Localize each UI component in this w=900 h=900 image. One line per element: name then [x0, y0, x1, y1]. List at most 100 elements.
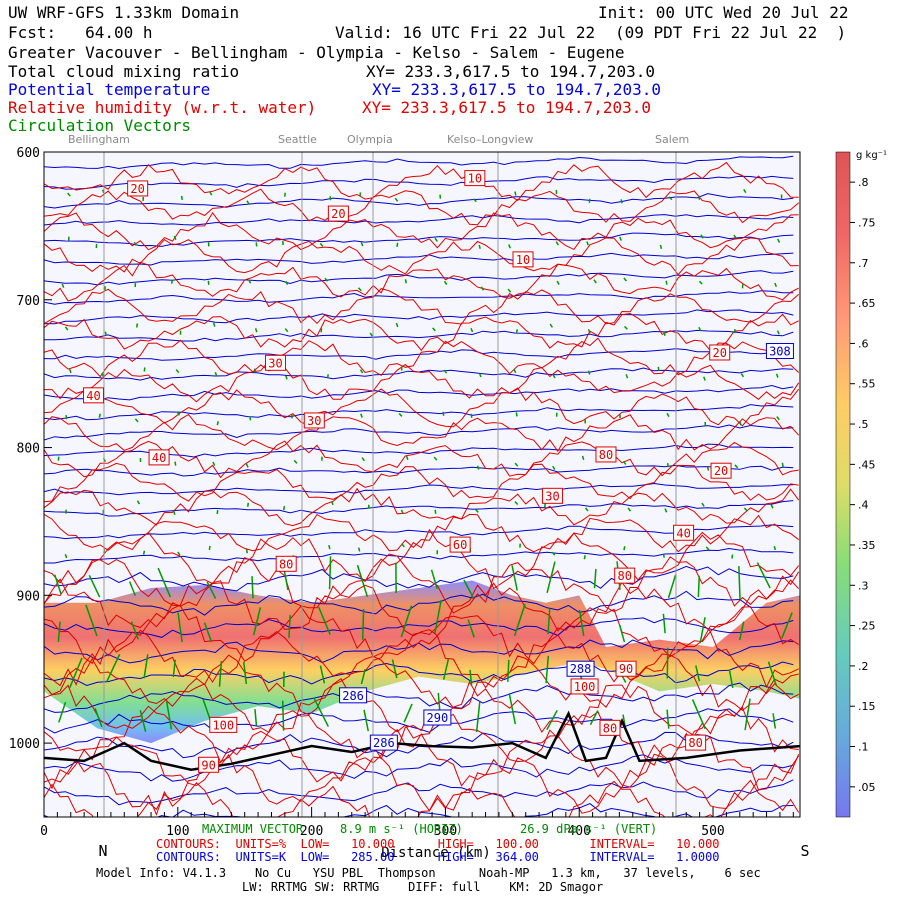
theta-contour-label: 308 [769, 345, 791, 359]
vector-arrow [514, 191, 517, 196]
theta-contour [44, 524, 794, 540]
field-cloud-label: Total cloud mixing ratio [8, 62, 240, 81]
vector-arrow [667, 574, 677, 599]
theta-contour [44, 754, 794, 782]
vector-arrow [556, 280, 560, 286]
rh-contour [44, 528, 800, 590]
vector-arrow [547, 608, 551, 635]
rh-contour-label-box [709, 344, 731, 361]
rh-contour-label: 60 [453, 538, 467, 552]
vector-arrow [515, 412, 518, 417]
vector-arrow [328, 556, 332, 590]
rh-contour-label-box [512, 251, 534, 268]
vector-arrow [551, 551, 556, 556]
header-valid-local: (09 PDT Fri 22 Jul 22 ) [615, 23, 847, 42]
x-tick-label: 0 [40, 824, 48, 839]
vector-arrow [770, 504, 774, 509]
colorbar-tick-label: .35 [858, 539, 876, 552]
vector-arrow [251, 576, 254, 599]
vector-arrow [622, 714, 627, 733]
vector-arrow [623, 546, 626, 551]
colorbar-tick-label: .1 [858, 741, 869, 754]
theta-contour [44, 252, 794, 266]
rh-contour-label-box [615, 660, 637, 677]
vector-arrow [142, 550, 146, 555]
vector-arrow [515, 329, 519, 334]
vector-arrow [666, 709, 670, 729]
rh-contour-label: 30 [307, 414, 321, 428]
y-tick-label: 900 [17, 589, 40, 604]
vector-arrow [470, 328, 474, 333]
rh-contour-label: 10 [468, 172, 482, 186]
rh-contour-label-box [595, 446, 617, 463]
y-tick-label: 1000 [9, 737, 40, 752]
vector-arrow [69, 368, 72, 374]
plot-frame [43, 151, 801, 818]
vector-arrow [363, 709, 370, 732]
vector-arrow [664, 508, 668, 513]
theta-contour [44, 348, 794, 361]
rh-contour-label-box [327, 205, 349, 222]
vector-arrow [508, 693, 517, 725]
vector-arrow [698, 326, 702, 332]
vector-arrow [775, 373, 779, 378]
rh-contour [44, 212, 799, 251]
rh-contour-label-box [599, 719, 621, 736]
footer-vector-vert: 26.9 dPa s⁻¹ (VERT) [520, 822, 658, 836]
rh-contour-label-box [209, 716, 238, 733]
vector-arrow [172, 510, 176, 515]
rh-contour-label: 20 [714, 464, 728, 478]
rh-contour-label: 80 [688, 736, 702, 750]
city-olympia: Olympia [347, 133, 393, 146]
vector-arrow [593, 279, 597, 284]
rh-contour [44, 462, 799, 503]
theta-contour [44, 482, 794, 496]
vector-arrow [463, 579, 475, 599]
rh-contour-label: 100 [212, 718, 234, 732]
vector-arrow [405, 455, 409, 461]
theta-contour-label-box [423, 709, 452, 726]
vector-arrow [395, 322, 399, 328]
vector-arrow [443, 369, 448, 374]
rh-contour [44, 337, 800, 378]
theta-contour [44, 214, 794, 226]
theta-contour [44, 731, 794, 759]
vector-arrow [703, 376, 706, 381]
colorbar-tick-label: .6 [858, 337, 869, 350]
vector-arrow [202, 698, 215, 731]
vector-arrow [88, 575, 101, 598]
vector-arrow [283, 506, 286, 511]
rh-contour [44, 363, 800, 403]
rh-contour-label-box [198, 756, 220, 773]
city-bellingham: Bellingham [68, 133, 130, 146]
x-label-south: S [800, 842, 809, 860]
vector-arrow [64, 326, 69, 331]
vector-arrow [359, 369, 364, 374]
rh-contour-label: 90 [201, 758, 215, 772]
rh-contour-label: 20 [130, 182, 144, 196]
vector-arrow [478, 372, 482, 378]
y-tick-label: 600 [17, 146, 40, 161]
vector-arrow [587, 329, 591, 334]
rh-contour [44, 161, 799, 202]
vector-arrow [285, 280, 289, 285]
rh-contour-label-box [464, 170, 486, 187]
cloud-mixing-ratio-field [44, 580, 800, 744]
vector-arrow [691, 699, 706, 730]
relative-humidity-contours [44, 161, 800, 817]
rh-contour-label-box [685, 734, 707, 751]
vector-arrow [209, 191, 213, 196]
theta-contour [44, 779, 794, 806]
theta-contour [44, 464, 794, 477]
vector-arrow [403, 703, 413, 723]
rh-contour [44, 629, 799, 689]
vector-arrow [546, 709, 558, 731]
vector-arrow [357, 287, 362, 292]
theta-contour [44, 682, 794, 713]
footer-vector-title: MAXIMUM VECTOR [202, 822, 304, 836]
vector-arrow [245, 549, 248, 554]
vector-arrow [357, 547, 361, 552]
vector-arrow [434, 599, 442, 634]
vector-arrow [218, 660, 223, 687]
theta-contour-label-box [566, 660, 595, 677]
